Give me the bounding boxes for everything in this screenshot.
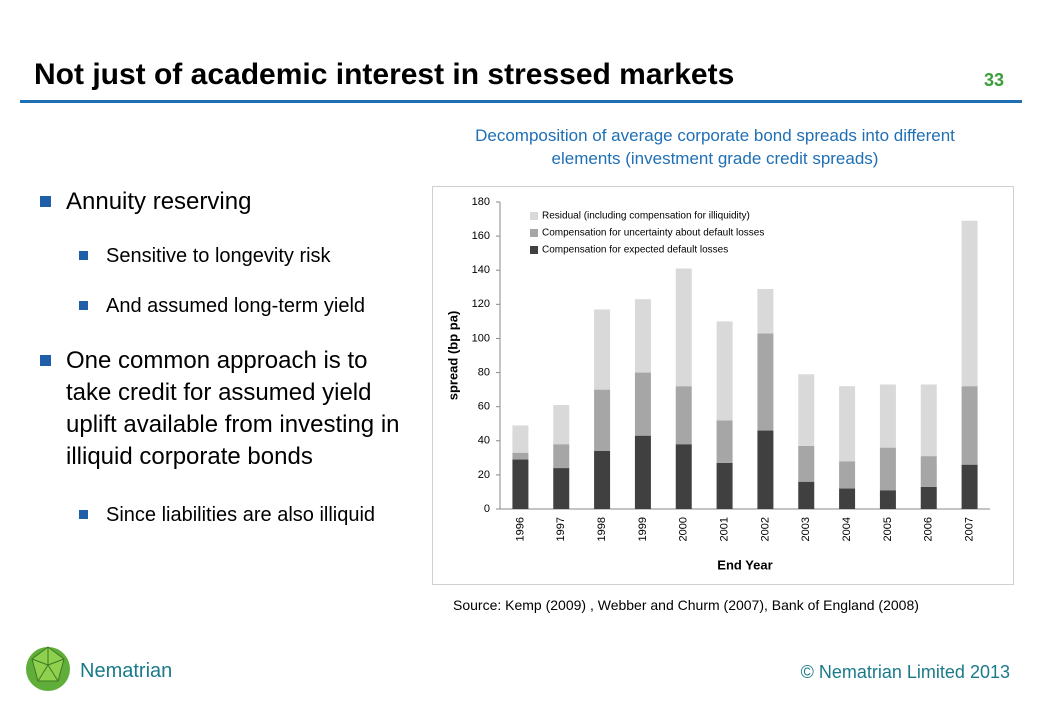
x-tick-label: 2004 — [841, 517, 853, 541]
y-axis-label: spread (bp pa) — [445, 311, 460, 401]
legend-swatch — [530, 246, 538, 254]
bullet-marker — [79, 251, 88, 260]
bar-segment — [798, 374, 815, 446]
bar-segment — [512, 459, 529, 509]
bar-segment — [920, 486, 937, 509]
bar-segment — [512, 452, 529, 460]
x-tick-label: 2003 — [800, 517, 812, 541]
bar-segment — [634, 435, 651, 509]
bar-segment — [512, 425, 529, 453]
bullet-text: Annuity reserving — [66, 188, 252, 215]
bar-segment — [839, 488, 856, 509]
bullet-marker — [40, 355, 51, 366]
bar-segment — [553, 444, 570, 469]
chart-title: Decomposition of average corporate bond … — [475, 126, 955, 168]
bar-segment — [798, 445, 815, 482]
bar-segment — [961, 464, 978, 509]
legend-swatch — [530, 229, 538, 237]
slide-title: Not just of academic interest in stresse… — [34, 58, 735, 91]
brand: Nematrian — [80, 660, 173, 682]
bar-segment — [594, 389, 611, 452]
x-tick-label: 1996 — [514, 517, 526, 541]
x-tick-label: 2005 — [882, 517, 894, 541]
bar-segment — [757, 288, 774, 334]
bar-segment — [798, 481, 815, 509]
bar-segment — [961, 386, 978, 465]
bar-segment — [839, 386, 856, 462]
y-tick-label: 80 — [478, 366, 490, 378]
bullet-text: Sensitive to longevity risk — [106, 245, 331, 267]
y-tick-label: 100 — [472, 332, 490, 344]
bar-segment — [716, 321, 733, 421]
bullet-marker — [79, 301, 88, 310]
x-tick-label: 2002 — [759, 517, 771, 541]
copyright: © Nematrian Limited 2013 — [800, 662, 1010, 682]
bullet-marker — [40, 196, 51, 207]
bar-segment — [920, 384, 937, 457]
legend-label: Residual (including compensation for ill… — [542, 211, 750, 222]
x-tick-label: 2006 — [923, 517, 935, 541]
bar-segment — [675, 444, 692, 509]
source-note: Source: Kemp (2009) , Webber and Churm (… — [453, 597, 919, 613]
bar-segment — [675, 268, 692, 387]
x-axis-label: End Year — [717, 557, 772, 572]
y-tick-label: 60 — [478, 401, 490, 413]
bullet-text: One common approach is to take credit fo… — [66, 347, 400, 470]
bar-segment — [839, 461, 856, 489]
title-rule — [20, 100, 1022, 103]
x-tick-label: 1997 — [555, 517, 567, 541]
x-tick-label: 2007 — [963, 517, 975, 541]
bar-segment — [675, 386, 692, 445]
legend-label: Compensation for uncertainty about defau… — [542, 228, 764, 239]
bar-segment — [961, 220, 978, 387]
x-tick-label: 2000 — [678, 517, 690, 541]
bar-segment — [716, 420, 733, 463]
bar-segment — [594, 451, 611, 509]
bar-segment — [634, 299, 651, 373]
bar-segment — [757, 430, 774, 509]
bullet-text: Since liabilities are also illiquid — [106, 504, 376, 526]
y-tick-label: 0 — [484, 503, 490, 515]
bar-segment — [553, 468, 570, 509]
bar-segment — [879, 490, 896, 509]
bar-segment — [920, 456, 937, 487]
y-tick-label: 140 — [472, 264, 490, 276]
y-tick-label: 40 — [478, 435, 490, 447]
bar-segment — [716, 462, 733, 509]
logo — [26, 646, 70, 691]
bar-segment — [879, 384, 896, 448]
bullet-text: And assumed long-term yield — [106, 295, 366, 317]
page-number: 33 — [983, 70, 1004, 90]
y-tick-label: 160 — [472, 230, 490, 242]
bar-segment — [757, 333, 774, 431]
legend-swatch — [530, 212, 538, 220]
y-tick-label: 180 — [472, 196, 490, 208]
y-tick-label: 120 — [472, 298, 490, 310]
x-tick-label: 1998 — [596, 517, 608, 541]
y-tick-label: 20 — [478, 469, 490, 481]
bar-segment — [553, 404, 570, 445]
x-tick-label: 1999 — [637, 517, 649, 541]
bar-segment — [634, 372, 651, 436]
chart-frame — [432, 186, 1014, 585]
bar-segment — [594, 309, 611, 390]
x-tick-label: 2001 — [718, 517, 730, 541]
legend-label: Compensation for expected default losses — [542, 245, 728, 256]
bar-segment — [879, 447, 896, 491]
bullet-marker — [79, 510, 88, 519]
